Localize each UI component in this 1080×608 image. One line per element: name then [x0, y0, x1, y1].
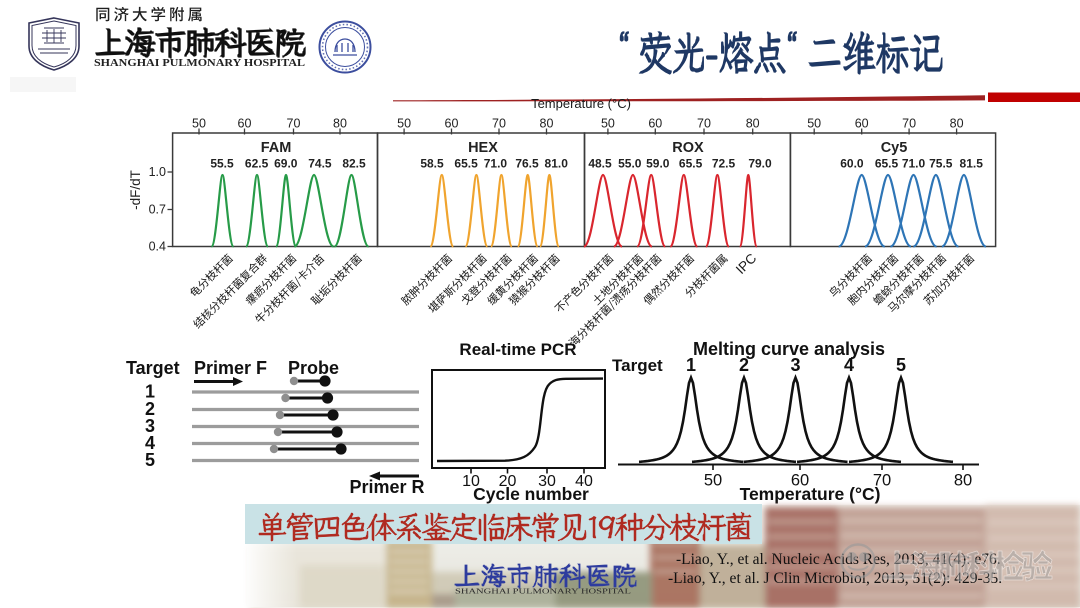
svg-text:1: 1 [686, 355, 696, 375]
svg-text:Temperature (°C): Temperature (°C) [740, 484, 881, 504]
svg-text:82.5: 82.5 [342, 157, 366, 171]
svg-text:70: 70 [492, 117, 506, 131]
svg-text:76.5: 76.5 [515, 157, 539, 171]
svg-text:58.5: 58.5 [420, 157, 444, 171]
svg-text:55.0: 55.0 [618, 157, 642, 171]
svg-text:-dF/dT: -dF/dT [128, 170, 143, 210]
svg-text:Probe: Probe [288, 358, 339, 378]
svg-text:55.5: 55.5 [210, 157, 234, 171]
svg-text:Primer F: Primer F [194, 358, 267, 378]
svg-text:60: 60 [238, 117, 252, 131]
svg-text:Target: Target [126, 358, 180, 378]
svg-text:50: 50 [807, 117, 821, 131]
svg-text:20: 20 [499, 473, 517, 490]
svg-text:3: 3 [790, 355, 800, 375]
svg-text:75.5: 75.5 [929, 157, 953, 171]
svg-text:3: 3 [145, 416, 155, 436]
svg-text:80: 80 [950, 117, 964, 131]
svg-text:80: 80 [954, 472, 972, 490]
svg-text:2: 2 [145, 399, 155, 419]
svg-text:Cy5: Cy5 [881, 140, 908, 156]
svg-text:Temperature (°C): Temperature (°C) [531, 96, 631, 111]
svg-text:60: 60 [445, 117, 459, 131]
svg-text:0.4: 0.4 [149, 240, 166, 254]
svg-text:Melting curve analysis: Melting curve analysis [693, 339, 885, 359]
svg-text:70: 70 [873, 472, 891, 490]
svg-text:80: 80 [333, 117, 347, 131]
svg-text:62.5: 62.5 [245, 157, 269, 171]
svg-text:SHANGHAI PULMONARY HOSPITAL: SHANGHAI PULMONARY HOSPITAL [455, 588, 631, 596]
svg-text:71.0: 71.0 [902, 157, 926, 171]
svg-text:ROX: ROX [672, 140, 704, 156]
svg-text:2: 2 [739, 355, 749, 375]
svg-text:81.0: 81.0 [545, 157, 569, 171]
svg-text:70: 70 [902, 117, 916, 131]
svg-text:4: 4 [145, 433, 155, 453]
svg-text:59.0: 59.0 [646, 157, 670, 171]
svg-text:5: 5 [145, 450, 155, 470]
svg-text:81.5: 81.5 [960, 157, 984, 171]
svg-text:40: 40 [575, 473, 593, 490]
svg-text:72.5: 72.5 [712, 157, 736, 171]
svg-text:10: 10 [462, 473, 480, 490]
svg-text:60: 60 [855, 117, 869, 131]
svg-text:Primer R: Primer R [349, 477, 424, 497]
svg-text:FAM: FAM [261, 140, 292, 156]
svg-text:5: 5 [896, 355, 906, 375]
svg-text:69.0: 69.0 [274, 157, 298, 171]
svg-text:HEX: HEX [468, 140, 498, 156]
svg-text:74.5: 74.5 [308, 157, 332, 171]
svg-text:71.0: 71.0 [484, 157, 508, 171]
svg-text:30: 30 [538, 473, 556, 490]
svg-text:SHANGHAI PULMONARY HOSPITAL: SHANGHAI PULMONARY HOSPITAL [94, 58, 305, 69]
svg-text:0.7: 0.7 [149, 203, 166, 217]
svg-text:-Liao, Y., et al. J Clin Micro: -Liao, Y., et al. J Clin Microbiol, 2013… [668, 570, 1002, 587]
svg-text:Cycle number: Cycle number [473, 484, 589, 504]
svg-text:65.5: 65.5 [875, 157, 899, 171]
svg-text:60: 60 [791, 472, 809, 490]
svg-text:65.5: 65.5 [454, 157, 478, 171]
svg-text:50: 50 [704, 472, 722, 490]
svg-text:70: 70 [287, 117, 301, 131]
svg-text:50: 50 [397, 117, 411, 131]
svg-text:70: 70 [697, 117, 711, 131]
svg-text:65.5: 65.5 [679, 157, 703, 171]
svg-text:Target: Target [612, 356, 663, 375]
svg-text:50: 50 [192, 117, 206, 131]
svg-text:80: 80 [540, 117, 554, 131]
svg-text:4: 4 [844, 355, 854, 375]
svg-text:48.5: 48.5 [588, 157, 612, 171]
svg-text:60.0: 60.0 [840, 157, 864, 171]
svg-text:79.0: 79.0 [748, 157, 772, 171]
svg-text:60: 60 [648, 117, 662, 131]
svg-text:1: 1 [145, 382, 155, 402]
svg-text:80: 80 [746, 117, 760, 131]
svg-text:50: 50 [601, 117, 615, 131]
svg-text:Real-time PCR: Real-time PCR [459, 340, 576, 359]
svg-text:1.0: 1.0 [149, 165, 166, 179]
